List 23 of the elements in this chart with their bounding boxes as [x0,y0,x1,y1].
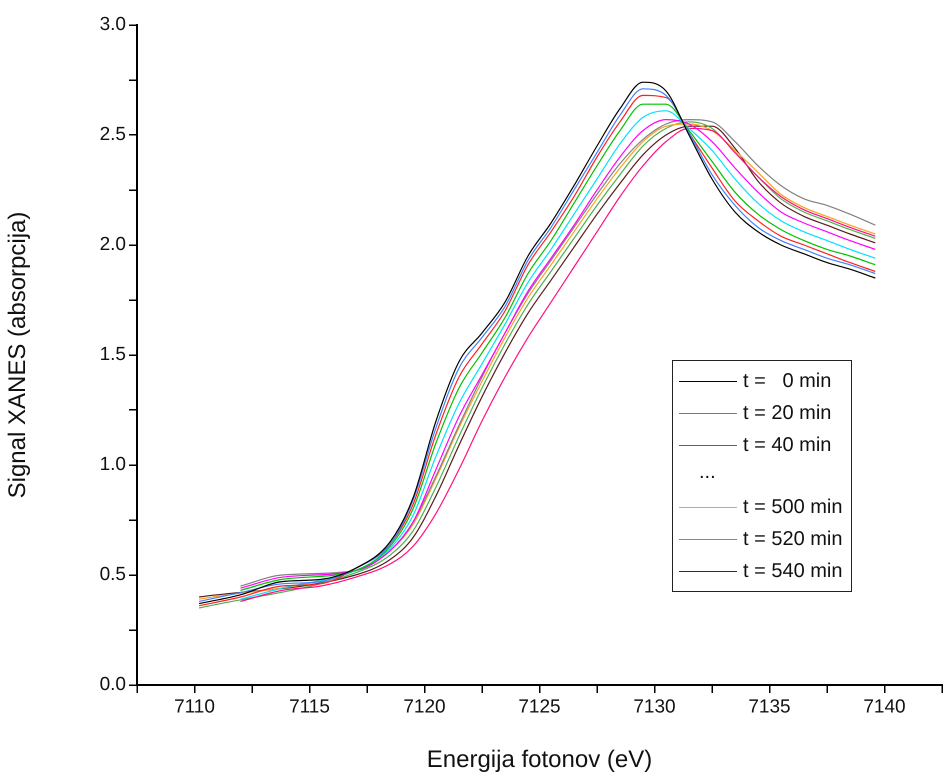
y-axis-title: Signal XANES (absorpcija) [4,212,32,498]
y-tick-label: 1.5 [100,344,126,366]
y-tick-label: 0.0 [100,674,126,696]
legend-label: t = 0 min [743,370,832,392]
legend-label: t = 540 min [743,560,843,582]
y-tick-label: 2.0 [100,234,126,256]
x-tick-label: 7140 [863,696,906,718]
y-tick-label: 2.5 [100,124,126,146]
x-axis-title: Energija fotonov (eV) [426,746,652,774]
legend-label: t = 40 min [743,434,832,456]
legend-label: t = 520 min [743,528,843,550]
y-tick-label: 3.0 [100,14,126,36]
x-tick-label: 7135 [748,696,791,718]
x-tick-label: 7120 [403,696,446,718]
y-tick-label: 0.5 [100,564,126,586]
y-tick-label: 1.0 [100,454,126,476]
legend-label: t = 20 min [743,402,832,424]
x-tick-label: 7125 [518,696,561,718]
x-tick-label: 7130 [633,696,676,718]
x-tick-label: 7110 [174,696,215,718]
annotation: ... [698,461,717,485]
legend-label: t = 500 min [743,496,843,518]
x-tick-label: 7115 [289,696,330,718]
